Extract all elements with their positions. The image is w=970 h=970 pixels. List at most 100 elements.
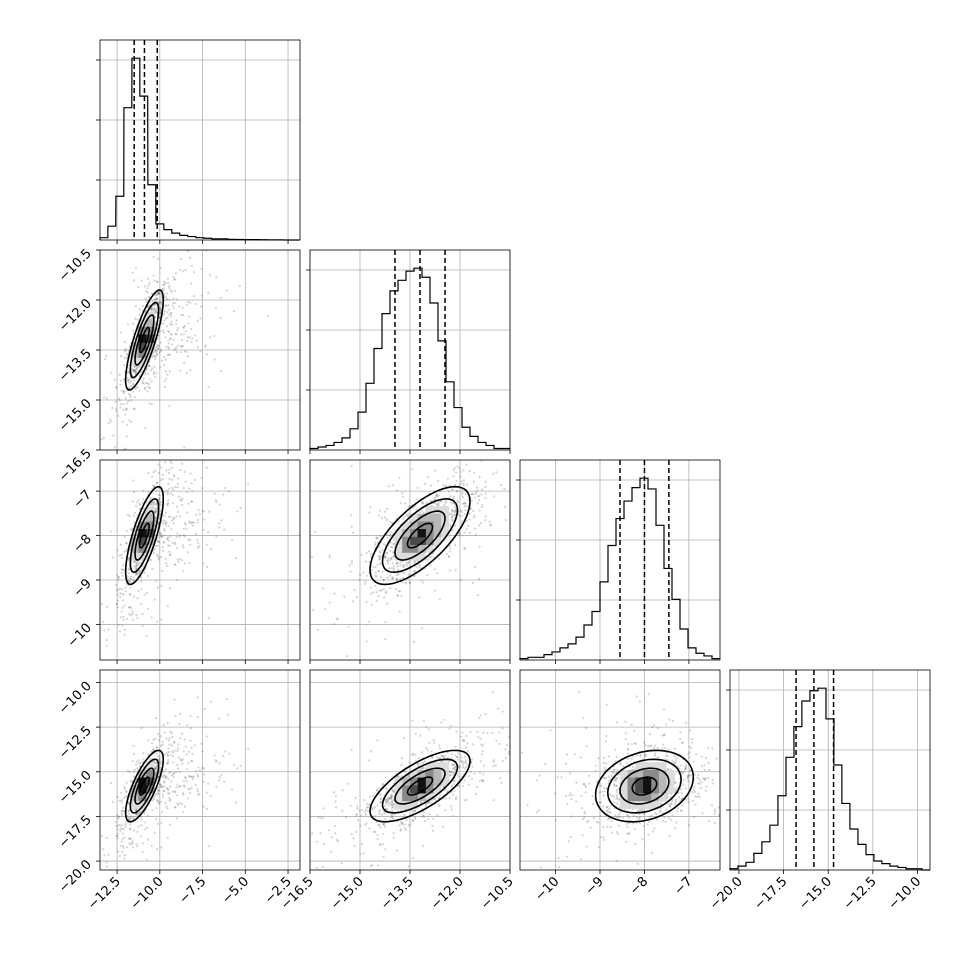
scatter-point (380, 589, 383, 592)
scatter-point (169, 798, 172, 802)
scatter-point (159, 312, 162, 315)
scatter-point (175, 515, 178, 518)
scatter-point (184, 268, 187, 272)
scatter-point (392, 551, 395, 554)
scatter-point (163, 319, 166, 322)
scatter-point (138, 762, 141, 765)
scatter-point (157, 292, 160, 295)
scatter-point (149, 497, 152, 500)
scatter-point (195, 339, 198, 342)
scatter-point (432, 817, 435, 821)
scatter-point (218, 762, 221, 765)
scatter-point (180, 345, 183, 348)
scatter-point (176, 749, 179, 752)
scatter-point (131, 842, 134, 845)
scatter-point (155, 352, 159, 355)
scatter-point (190, 455, 192, 457)
scatter-point (179, 268, 182, 271)
scatter-point (146, 291, 149, 294)
scatter-point (132, 370, 135, 373)
scatter-point (154, 375, 157, 378)
scatter-point (159, 306, 162, 309)
density-cell (146, 770, 155, 778)
scatter-point (198, 769, 202, 772)
scatter-point (220, 773, 223, 777)
scatter-point (352, 600, 355, 603)
histogram-panel-3 (726, 669, 931, 871)
scatter-point (192, 294, 196, 298)
scatter-point (120, 556, 123, 560)
scatter-point (177, 560, 180, 563)
scatter-point (512, 441, 514, 443)
scatter-point (148, 402, 151, 405)
scatter-point (556, 464, 558, 466)
scatter-point (375, 591, 378, 594)
scatter-point (154, 510, 158, 513)
scatter-point (379, 843, 382, 846)
scatter-point (151, 299, 154, 303)
scatter-point (148, 281, 151, 285)
scatter-point (430, 555, 433, 558)
scatter-point (158, 782, 162, 786)
scatter-point (411, 819, 414, 822)
scatter-point (156, 345, 159, 348)
scatter-point (430, 455, 432, 457)
scatter-point (225, 289, 228, 292)
scatter-point (183, 361, 186, 364)
scatter-point (154, 355, 157, 358)
scatter-point (158, 315, 161, 319)
scatter-point (152, 274, 155, 277)
scatter-point (457, 533, 461, 537)
scatter-point (133, 369, 136, 373)
scatter-point (120, 389, 123, 393)
scatter-point (166, 225, 168, 227)
scatter-point (398, 476, 401, 479)
scatter-point (162, 283, 165, 287)
scatter-point (166, 762, 169, 765)
scatter-point (196, 538, 199, 541)
scatter-point (113, 378, 116, 381)
scatter-point (205, 250, 208, 252)
scatter-point (199, 317, 202, 320)
contour-3 (124, 485, 164, 586)
scatter-point (455, 479, 458, 483)
scatter-point (131, 271, 134, 274)
scatter-point (120, 809, 123, 812)
scatter-point (179, 436, 181, 438)
scatter-point (474, 533, 478, 536)
scatter-point (169, 337, 172, 340)
scatter-point (508, 750, 510, 753)
scatter-point (107, 853, 110, 857)
scatter-point (138, 570, 142, 573)
scatter-point (120, 812, 123, 815)
scatter-point (392, 567, 396, 570)
scatter-point (196, 319, 199, 323)
scatter-point (379, 556, 382, 559)
scatter-point (154, 792, 158, 795)
scatter-point (215, 276, 218, 279)
scatter-point (188, 562, 191, 565)
density-cell (138, 785, 147, 794)
density-cell (138, 777, 147, 786)
scatter-point (183, 522, 187, 525)
scatter-point (155, 746, 158, 749)
scatter-point (135, 809, 138, 812)
scatter-point (173, 289, 176, 292)
scatter-point (153, 365, 156, 368)
scatter-point (404, 581, 407, 585)
scatter-point (222, 493, 225, 496)
scatter-point (117, 414, 120, 417)
scatter-point (140, 818, 143, 821)
scatter-point (179, 498, 182, 501)
scatter-point (143, 812, 146, 815)
scatter-point (362, 571, 365, 574)
scatter-point (138, 507, 142, 510)
scatter-point (127, 392, 131, 396)
scatter-point (136, 830, 139, 833)
scatter-point (459, 475, 462, 478)
scatter-point (130, 606, 133, 609)
scatter-point (167, 329, 170, 333)
contour-0 (138, 522, 150, 549)
scatter-point (200, 476, 203, 479)
scatter-point (156, 848, 159, 851)
